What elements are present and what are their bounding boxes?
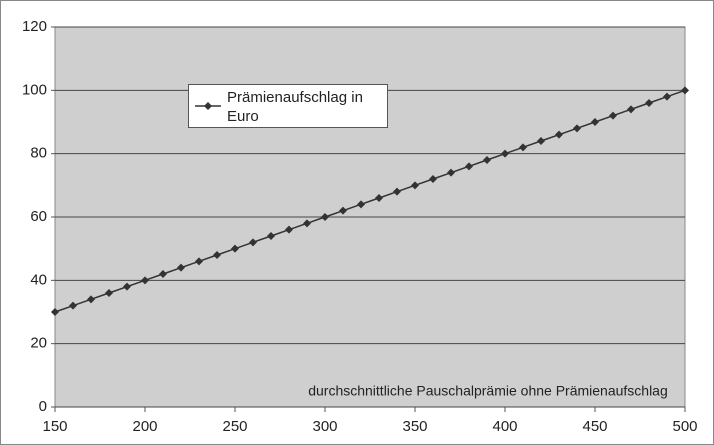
data-point	[573, 124, 581, 133]
x-tick-label: 450	[582, 418, 607, 435]
y-tick-label: 20	[30, 335, 47, 352]
data-point	[627, 105, 635, 114]
data-point	[465, 162, 473, 171]
y-tick-label: 0	[39, 398, 47, 415]
legend-label: Prämienaufschlag in Euro	[227, 89, 363, 125]
x-tick-label: 150	[42, 418, 67, 435]
data-point	[591, 118, 599, 126]
data-point	[321, 213, 329, 221]
data-point	[141, 276, 149, 285]
data-point	[303, 219, 311, 228]
data-point	[375, 194, 383, 202]
x-axis-label: durchschnittliche Pauschalprämie ohne Pr…	[308, 383, 668, 399]
x-tick-label: 500	[672, 418, 697, 435]
data-point	[555, 130, 563, 139]
data-point	[447, 168, 455, 177]
data-point	[393, 187, 401, 196]
legend-symbol	[195, 102, 221, 110]
data-point	[609, 111, 617, 120]
y-tick-label: 80	[30, 145, 47, 162]
x-tick-label: 300	[312, 418, 337, 435]
data-point	[339, 206, 347, 215]
y-tick-label: 100	[22, 81, 47, 98]
data-point	[483, 156, 491, 164]
data-point	[411, 181, 419, 190]
data-point	[195, 257, 203, 266]
data-point	[285, 225, 293, 234]
data-point	[123, 282, 131, 291]
x-tick-label: 400	[492, 418, 517, 435]
data-point	[213, 251, 221, 259]
data-point	[249, 238, 257, 247]
data-point	[69, 301, 77, 310]
data-point	[159, 270, 167, 278]
data-point	[537, 137, 545, 145]
y-tick-label: 120	[22, 18, 47, 35]
data-point	[51, 308, 59, 316]
data-point	[645, 99, 653, 107]
data-point	[87, 295, 95, 304]
data-point	[663, 92, 671, 101]
x-tick-label: 200	[132, 418, 157, 435]
x-tick-label: 250	[222, 418, 247, 435]
data-point	[177, 263, 185, 272]
data-point	[105, 289, 113, 297]
data-point	[501, 149, 509, 158]
data-point	[519, 143, 527, 152]
x-tick-label: 350	[402, 418, 427, 435]
series-line	[54, 89, 686, 313]
data-point	[681, 86, 689, 95]
y-tick-label: 60	[30, 208, 47, 225]
data-point	[429, 175, 437, 183]
data-point	[357, 200, 365, 209]
data-point	[267, 232, 275, 240]
data-point	[231, 244, 239, 253]
legend: Prämienaufschlag in Euro	[188, 84, 388, 128]
y-tick-label: 40	[30, 271, 47, 288]
